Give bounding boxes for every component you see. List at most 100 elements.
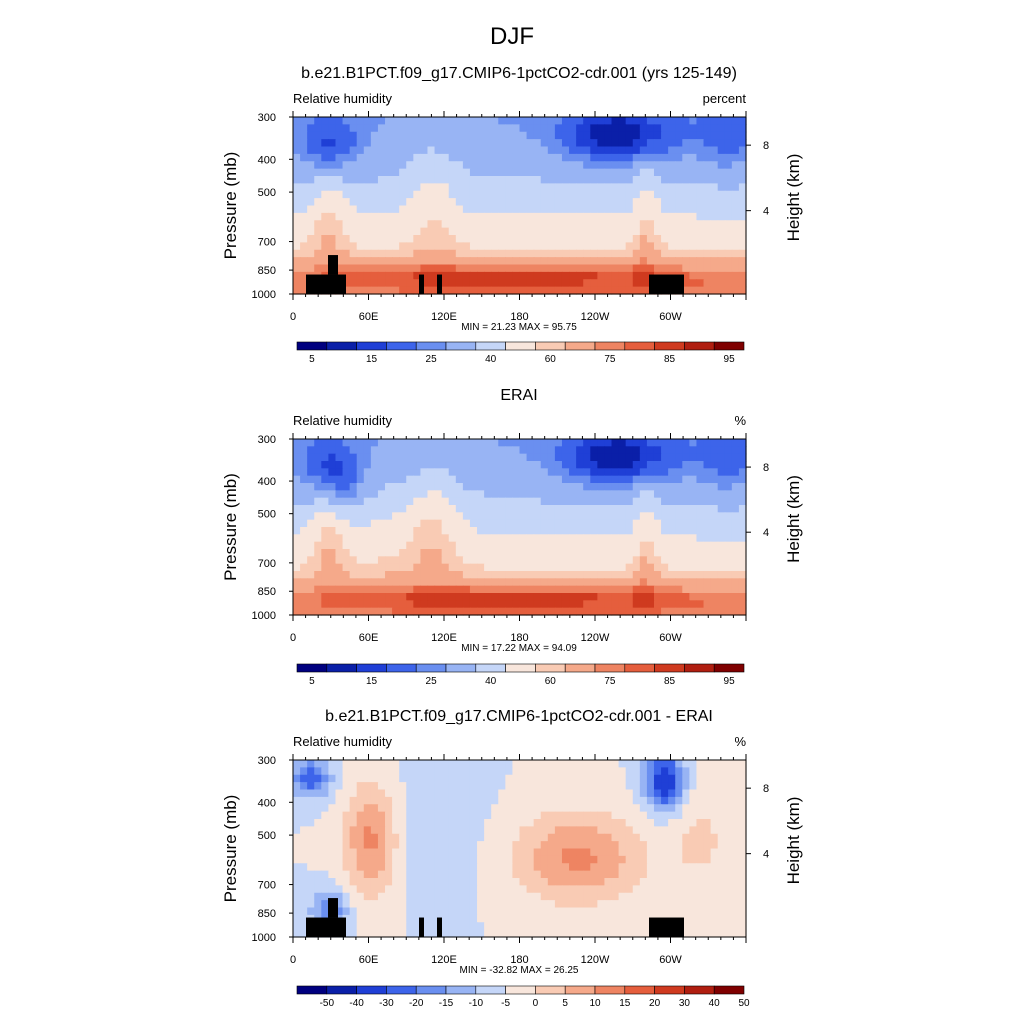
field-cell	[505, 519, 514, 528]
field-cell	[356, 811, 365, 820]
field-cell	[505, 490, 514, 499]
field-cell	[505, 914, 514, 923]
field-cell	[406, 578, 414, 587]
field-cell	[335, 534, 344, 543]
field-cell	[413, 139, 422, 148]
colorbar-swatch	[296, 663, 328, 673]
field-cell	[477, 190, 485, 199]
field-cell	[392, 153, 400, 162]
field-cell	[611, 804, 620, 813]
field-cell	[321, 885, 329, 894]
field-cell	[342, 863, 351, 872]
field-cell	[554, 512, 563, 521]
field-cell	[307, 841, 315, 850]
colorbar-swatch	[415, 985, 447, 995]
field-cell	[724, 146, 733, 155]
field-cell	[682, 767, 690, 776]
field-cell	[512, 607, 521, 616]
field-cell	[639, 811, 648, 820]
field-cell	[484, 286, 492, 295]
field-cell	[356, 168, 365, 177]
field-cell	[363, 124, 372, 133]
field-cell	[300, 235, 308, 243]
field-cell	[356, 161, 365, 170]
field-cell	[653, 534, 662, 543]
field-cell	[576, 176, 584, 184]
field-cell	[547, 870, 556, 879]
field-cell	[540, 760, 549, 768]
field-cell	[625, 760, 634, 768]
field-cell	[448, 819, 457, 827]
field-cell	[682, 863, 690, 872]
field-cell	[491, 900, 499, 909]
field-cell	[477, 855, 485, 864]
field-cell	[321, 183, 329, 192]
colorbar-swatch	[505, 985, 536, 995]
field-cell	[526, 190, 535, 199]
field-cell	[434, 124, 443, 133]
field-cell	[554, 168, 563, 177]
field-cell	[646, 161, 655, 170]
field-cell	[349, 826, 358, 835]
field-cell	[498, 848, 506, 857]
field-cell	[420, 183, 429, 192]
field-cell	[540, 885, 549, 894]
field-cell	[314, 600, 322, 609]
field-cell	[462, 870, 471, 879]
field-cell	[526, 161, 535, 170]
field-cell	[646, 789, 655, 798]
field-cell	[455, 534, 464, 543]
field-cell	[349, 505, 358, 513]
field-cell	[604, 257, 613, 266]
field-cell	[462, 541, 471, 550]
field-cell	[484, 556, 492, 565]
field-cell	[434, 483, 443, 491]
field-cell	[434, 789, 443, 798]
field-cell	[724, 512, 733, 521]
field-cell	[399, 446, 407, 455]
field-cell	[597, 453, 606, 462]
field-cell	[547, 131, 556, 140]
field-cell	[314, 607, 322, 616]
field-cell	[547, 929, 556, 938]
field-cell	[314, 571, 322, 579]
field-cell	[420, 490, 429, 499]
field-cell	[335, 878, 344, 886]
field-cell	[583, 220, 591, 229]
field-cell	[519, 468, 528, 477]
field-cell	[406, 863, 414, 872]
field-cell	[731, 146, 740, 155]
field-cell	[519, 257, 528, 266]
field-cell	[554, 571, 563, 579]
field-cell	[356, 286, 365, 295]
field-cell	[406, 804, 414, 813]
field-cell	[477, 527, 485, 535]
field-cell	[597, 242, 606, 251]
field-cell	[420, 782, 429, 791]
field-cell	[342, 607, 351, 616]
field-cell	[328, 527, 337, 535]
field-cell	[314, 892, 322, 901]
field-cell	[703, 878, 712, 886]
field-cell	[335, 212, 344, 221]
field-cell	[554, 870, 563, 879]
field-cell	[328, 833, 337, 842]
field-cell	[498, 461, 506, 469]
field-cell	[300, 190, 308, 199]
field-cell	[491, 183, 499, 192]
field-cell	[717, 600, 726, 609]
field-cell	[625, 257, 634, 266]
colorbar-label: 95	[724, 354, 736, 365]
field-cell	[569, 841, 577, 850]
field-cell	[349, 279, 358, 288]
field-cell	[314, 190, 322, 199]
field-cell	[526, 571, 535, 579]
field-cell	[441, 863, 450, 872]
field-cell	[385, 796, 393, 805]
field-cell	[569, 190, 577, 199]
field-cell	[356, 826, 365, 835]
field-cell	[583, 475, 591, 484]
field-cell	[342, 505, 351, 513]
field-cell	[307, 767, 315, 776]
field-cell	[569, 497, 577, 506]
